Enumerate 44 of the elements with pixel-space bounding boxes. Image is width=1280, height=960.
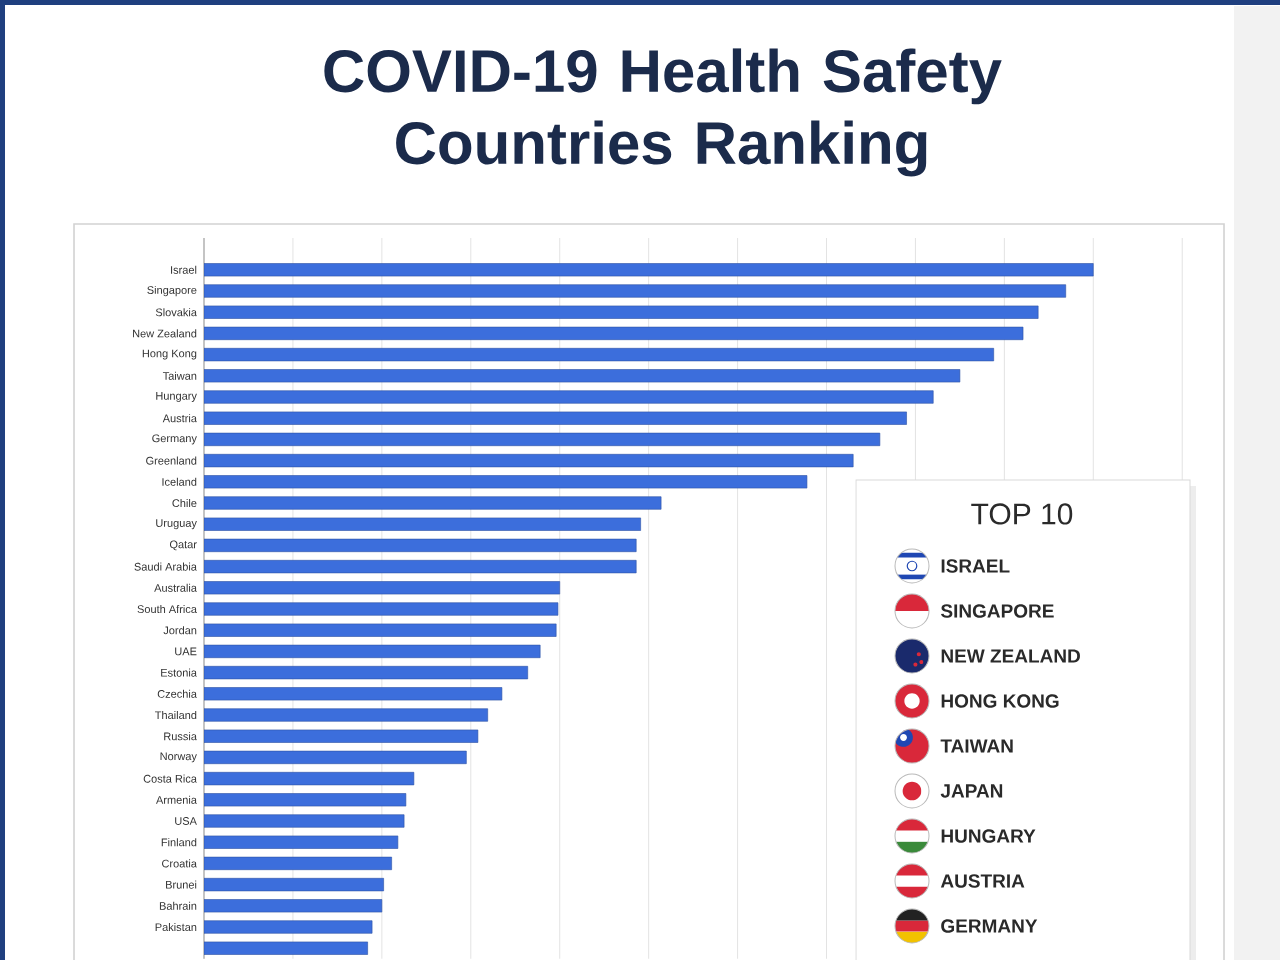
bar [204,538,637,553]
bar [204,666,529,680]
annotation: HUNGARY [941,829,1036,843]
bar [204,475,808,489]
bar [204,432,881,447]
bar [204,750,467,765]
text: TOP 10 [971,503,1073,525]
bar [204,411,907,425]
bar [204,305,1039,319]
bar [204,560,637,574]
bar [204,602,559,616]
bar [204,814,405,828]
bar [204,878,384,892]
bar [204,348,994,362]
annotation: HONG KONG [941,694,1059,708]
annotation: ISRAEL [941,559,1010,573]
bar [204,369,961,383]
bar [204,496,662,510]
annotation: GERMANY [941,919,1038,933]
bar [204,581,561,595]
bar [204,920,373,934]
bar [204,284,1067,298]
annotation: AUSTRIA [940,874,1025,888]
annotation: JAPAN [940,784,1003,798]
chart-title: COVID-19 Health Safety Countries Ranking [324,48,1002,177]
bar [204,941,368,955]
bar [204,856,392,870]
annotation: SINGAPORE [940,604,1054,618]
bar [204,687,503,701]
bar [204,835,399,849]
bar [204,729,479,743]
bar [204,517,641,531]
bar [204,899,383,913]
bar [204,263,1094,277]
annotation: NEW ZEALAND [941,649,1080,663]
bar [204,390,934,404]
annotation: TAIWAN [940,739,1013,753]
bar [204,454,854,468]
bar [204,326,1024,340]
bar [204,644,541,659]
bar [204,772,415,786]
bar [204,708,488,722]
bar [204,623,557,637]
bar [204,793,407,807]
